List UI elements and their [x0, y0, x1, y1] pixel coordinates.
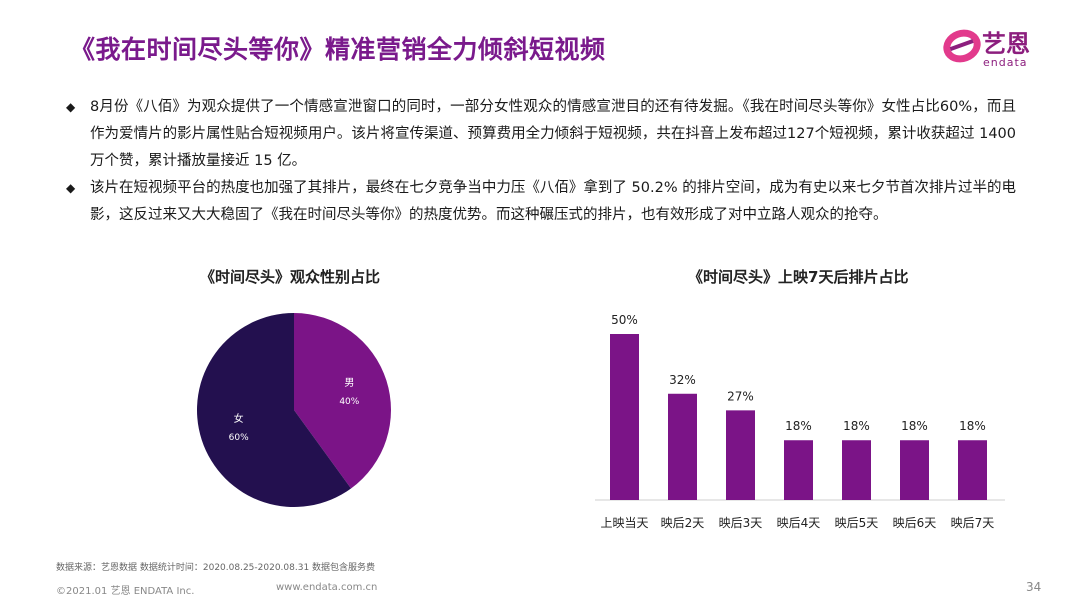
bar-5 [900, 440, 929, 500]
bar-1 [668, 393, 697, 500]
bar-value-label: 18% [843, 419, 870, 433]
bar-2 [726, 410, 755, 500]
pie-chart-title: 《时间尽头》观众性别占比 [200, 268, 381, 286]
copyright-text: ©2021.01 艺恩 ENDATA Inc. [56, 586, 195, 597]
page-title: 《我在时间尽头等你》精准营销全力倾斜短视频 [70, 35, 606, 64]
diamond-bullet-icon: ◆ [66, 100, 76, 114]
x-tick-label: 映后3天 [719, 516, 763, 530]
bar-6 [958, 440, 987, 500]
bullet-item: ◆ 8月份《八佰》为观众提供了一个情感宣泄窗口的同时，一部分女性观众的情感宣泄目… [66, 94, 1016, 175]
screening-share-bar-chart: 50% 上映当天 32% 映后2天 27% 映后3天 18% 映后4天 18% 映后5天 18% 映后… [595, 313, 1005, 530]
endata-logo-icon [943, 29, 981, 63]
bar-value-label: 27% [727, 389, 754, 403]
bullet-item: ◆ 该片在短视频平台的热度也加强了其排片，最终在七夕竞争当中力压《八佰》拿到了 … [66, 175, 1016, 229]
website-link[interactable]: www.endata.com.cn [276, 582, 378, 593]
data-source-note: 数据来源：艺恩数据 数据统计时间：2020.08.25-2020.08.31 数… [56, 563, 376, 573]
x-tick-label: 映后2天 [661, 516, 705, 530]
x-tick-label: 映后5天 [835, 516, 879, 530]
bullet-text: 8月份《八佰》为观众提供了一个情感宣泄窗口的同时，一部分女性观众的情感宣泄目的还… [90, 99, 1016, 169]
bar-3 [784, 440, 813, 500]
x-tick-label: 上映当天 [600, 516, 648, 530]
bar-value-label: 18% [901, 419, 928, 433]
diamond-bullet-icon: ◆ [66, 181, 76, 195]
bar-4 [842, 440, 871, 500]
x-tick-label: 映后7天 [951, 516, 995, 530]
bar-chart-title: 《时间尽头》上映7天后排片占比 [688, 268, 909, 286]
pie-slice-label: 女 [234, 412, 244, 425]
bar-0 [610, 334, 639, 500]
pie-slice-0 [294, 313, 391, 489]
pie-slice-label: 男 [344, 377, 354, 389]
bar-value-label: 32% [669, 373, 696, 387]
gender-pie-chart: 男 40% 女 60% [196, 313, 391, 507]
pie-slice-value: 60% [229, 433, 249, 443]
logo-subtext: endata [983, 56, 1028, 69]
x-tick-label: 映后4天 [777, 516, 821, 530]
pie-slice-value: 40% [339, 397, 359, 407]
page-number: 34 [1026, 580, 1042, 594]
pie-slice-1 [196, 313, 352, 507]
bar-value-label: 50% [611, 313, 638, 327]
logo-text: 艺恩 [982, 30, 1030, 58]
bar-value-label: 18% [959, 419, 986, 433]
bar-value-label: 18% [785, 419, 812, 433]
bullet-list: ◆ 8月份《八佰》为观众提供了一个情感宣泄窗口的同时，一部分女性观众的情感宣泄目… [66, 94, 1016, 229]
x-tick-label: 映后6天 [893, 516, 937, 530]
bullet-text: 该片在短视频平台的热度也加强了其排片，最终在七夕竞争当中力压《八佰》拿到了 50… [90, 180, 1016, 223]
